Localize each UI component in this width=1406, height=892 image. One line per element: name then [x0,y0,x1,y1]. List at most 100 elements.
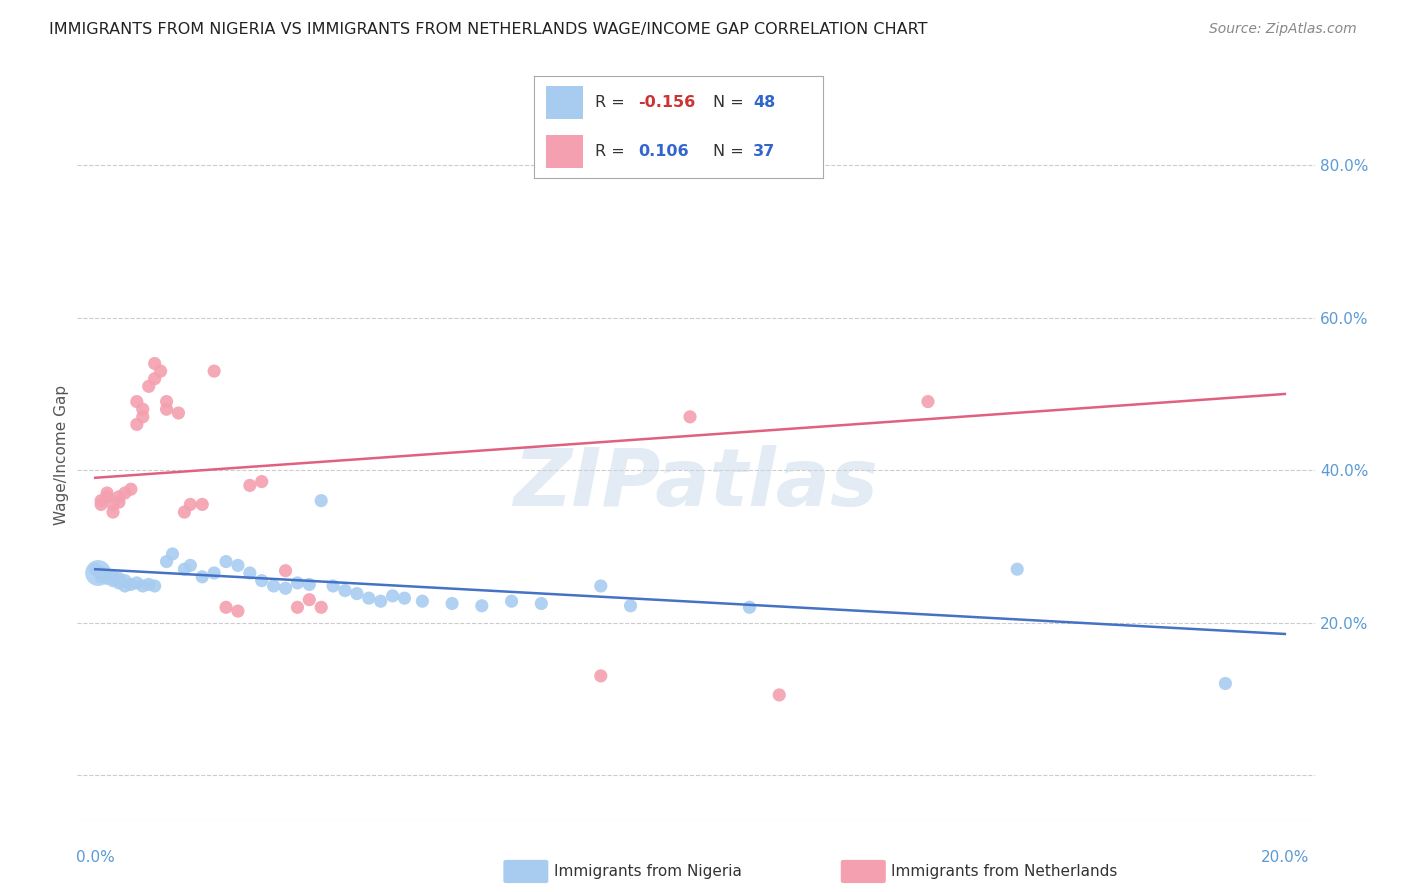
Point [132,402,155,417]
Point [114,486,136,500]
Point [202,364,225,378]
Point [738,600,761,615]
Text: 0.0%: 0.0% [76,850,114,865]
Point [162,547,184,561]
Point [90,493,112,508]
Point [357,591,380,606]
Point [226,604,249,618]
Point [309,493,332,508]
Text: -0.156: -0.156 [638,95,696,110]
Point [138,379,160,393]
Point [125,394,148,409]
Point [108,571,131,585]
Point [370,594,392,608]
Point [309,600,332,615]
Point [101,505,124,519]
Text: N =: N = [713,95,749,110]
Point [108,576,131,591]
Point [589,669,612,683]
Point [250,475,273,489]
Point [619,599,641,613]
Point [96,486,118,500]
Point [101,574,124,588]
Point [167,406,190,420]
Point [125,576,148,591]
Point [298,592,321,607]
Text: IMMIGRANTS FROM NIGERIA VS IMMIGRANTS FROM NETHERLANDS WAGE/INCOME GAP CORRELATI: IMMIGRANTS FROM NIGERIA VS IMMIGRANTS FR… [49,22,928,37]
Text: 0.106: 0.106 [638,145,689,160]
Point [143,579,166,593]
Point [138,577,160,591]
Text: 48: 48 [754,95,776,110]
Point [155,394,177,409]
Point [274,564,297,578]
Point [530,597,553,611]
Point [90,498,112,512]
Point [191,498,214,512]
Point [226,558,249,573]
Point [333,583,356,598]
Text: R =: R = [595,145,630,160]
Point [917,394,939,409]
Point [173,562,195,576]
Point [1005,562,1028,576]
Point [394,591,416,606]
Point [101,498,124,512]
Point [155,555,177,569]
Point [381,589,404,603]
Text: R =: R = [595,95,630,110]
Point [120,577,142,591]
Point [1215,676,1237,690]
Point [215,555,238,569]
Point [411,594,433,608]
Point [250,574,273,588]
Point [191,570,214,584]
Point [589,579,612,593]
Point [90,566,112,580]
Point [120,482,142,496]
Point [96,571,118,585]
Point [108,495,131,509]
Point [441,597,464,611]
Point [215,600,238,615]
Point [90,570,112,584]
Point [239,478,262,492]
Point [125,417,148,432]
Point [155,402,177,417]
Point [87,566,110,580]
Point [768,688,790,702]
Point [149,364,172,378]
Text: ZIPatlas: ZIPatlas [513,445,879,524]
Text: 37: 37 [754,145,776,160]
Point [101,570,124,584]
Y-axis label: Wage/Income Gap: Wage/Income Gap [53,384,69,525]
Point [501,594,523,608]
Text: N =: N = [713,145,749,160]
Point [96,568,118,582]
Point [143,356,166,371]
Point [179,498,201,512]
Bar [546,136,583,168]
Bar [546,87,583,119]
Point [298,577,321,591]
Point [108,490,131,504]
Text: 20.0%: 20.0% [1261,850,1309,865]
Point [679,409,702,424]
Point [346,586,368,600]
Point [263,579,285,593]
Point [114,579,136,593]
Point [287,600,309,615]
Point [322,579,344,593]
Point [96,490,118,504]
Text: Immigrants from Netherlands: Immigrants from Netherlands [891,864,1118,879]
Point [202,566,225,580]
Point [287,576,309,591]
Point [114,574,136,588]
Text: Immigrants from Nigeria: Immigrants from Nigeria [554,864,742,879]
Point [239,566,262,580]
Point [471,599,494,613]
Point [274,581,297,595]
Point [132,579,155,593]
Point [143,372,166,386]
Point [84,562,107,576]
